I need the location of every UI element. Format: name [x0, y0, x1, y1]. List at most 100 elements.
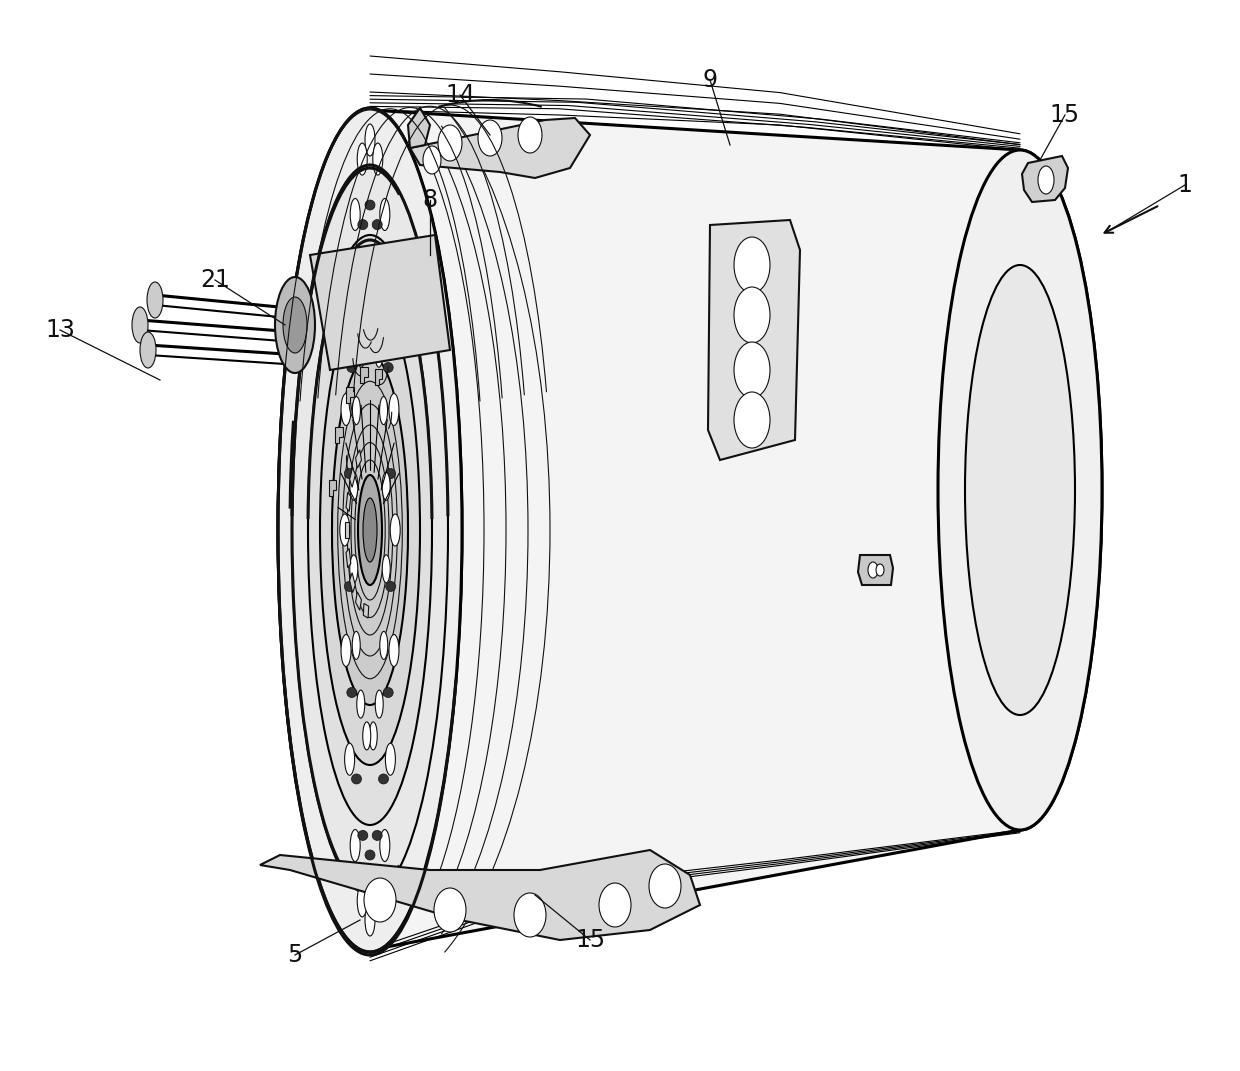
Polygon shape	[408, 108, 430, 148]
Ellipse shape	[965, 265, 1075, 715]
Ellipse shape	[332, 355, 408, 705]
Ellipse shape	[373, 144, 383, 175]
Ellipse shape	[734, 342, 770, 398]
Ellipse shape	[365, 878, 396, 922]
Ellipse shape	[341, 393, 351, 425]
Ellipse shape	[131, 307, 148, 343]
Ellipse shape	[1038, 166, 1054, 194]
Text: 14: 14	[445, 82, 475, 107]
Ellipse shape	[518, 117, 542, 153]
Polygon shape	[361, 367, 367, 383]
Polygon shape	[410, 118, 590, 178]
Polygon shape	[346, 493, 351, 512]
Polygon shape	[346, 522, 348, 538]
Ellipse shape	[291, 165, 448, 895]
Ellipse shape	[308, 235, 432, 825]
Circle shape	[386, 469, 396, 479]
Circle shape	[383, 362, 393, 373]
Circle shape	[372, 220, 382, 229]
Ellipse shape	[389, 393, 399, 425]
Polygon shape	[350, 573, 355, 592]
Ellipse shape	[379, 632, 388, 660]
Ellipse shape	[937, 150, 1102, 830]
Polygon shape	[376, 369, 382, 384]
Ellipse shape	[365, 904, 374, 936]
Ellipse shape	[363, 498, 377, 562]
Ellipse shape	[140, 332, 156, 368]
Polygon shape	[346, 387, 353, 403]
Ellipse shape	[937, 150, 1102, 830]
Ellipse shape	[370, 722, 377, 750]
Text: 1: 1	[1178, 174, 1193, 197]
Polygon shape	[356, 592, 361, 610]
Ellipse shape	[148, 282, 162, 318]
Ellipse shape	[382, 555, 391, 583]
Polygon shape	[356, 450, 361, 468]
Text: 5: 5	[288, 942, 303, 967]
Ellipse shape	[374, 340, 383, 367]
Ellipse shape	[352, 632, 360, 660]
Ellipse shape	[389, 634, 399, 666]
Ellipse shape	[734, 392, 770, 448]
Text: 15: 15	[575, 927, 605, 952]
Ellipse shape	[515, 893, 546, 937]
Ellipse shape	[734, 237, 770, 293]
Circle shape	[365, 850, 374, 860]
Ellipse shape	[341, 634, 351, 666]
Ellipse shape	[363, 310, 371, 337]
Ellipse shape	[423, 146, 441, 174]
Ellipse shape	[875, 564, 884, 576]
Polygon shape	[363, 603, 368, 618]
Text: 15: 15	[1050, 103, 1080, 127]
Circle shape	[345, 582, 355, 591]
Ellipse shape	[357, 340, 365, 367]
Circle shape	[358, 220, 368, 229]
Ellipse shape	[350, 555, 358, 583]
Ellipse shape	[382, 472, 391, 500]
Circle shape	[358, 830, 368, 841]
Ellipse shape	[386, 285, 396, 317]
Ellipse shape	[438, 125, 463, 161]
Circle shape	[378, 276, 388, 286]
Ellipse shape	[868, 562, 878, 578]
Polygon shape	[260, 850, 701, 940]
Ellipse shape	[373, 885, 383, 917]
Ellipse shape	[376, 690, 383, 718]
Text: 9: 9	[703, 67, 718, 92]
Ellipse shape	[350, 198, 360, 230]
Polygon shape	[1022, 156, 1068, 202]
Ellipse shape	[278, 108, 463, 952]
Circle shape	[383, 688, 393, 697]
Ellipse shape	[477, 120, 502, 156]
Circle shape	[347, 688, 357, 697]
Polygon shape	[329, 480, 336, 496]
Ellipse shape	[345, 285, 355, 317]
Ellipse shape	[283, 297, 308, 353]
Circle shape	[351, 276, 362, 286]
Ellipse shape	[649, 864, 681, 908]
Polygon shape	[346, 548, 351, 568]
Ellipse shape	[320, 295, 420, 765]
Circle shape	[351, 774, 362, 784]
Polygon shape	[350, 467, 355, 487]
Ellipse shape	[357, 885, 367, 917]
Polygon shape	[336, 426, 342, 442]
Ellipse shape	[352, 396, 361, 424]
Ellipse shape	[357, 690, 365, 718]
Ellipse shape	[365, 124, 374, 156]
Polygon shape	[310, 235, 450, 369]
Text: 8: 8	[423, 188, 438, 212]
Polygon shape	[708, 220, 800, 461]
Ellipse shape	[368, 310, 377, 337]
Ellipse shape	[434, 888, 466, 932]
Ellipse shape	[340, 514, 350, 546]
Ellipse shape	[379, 396, 388, 424]
Circle shape	[345, 469, 355, 479]
Text: 13: 13	[45, 318, 74, 342]
Ellipse shape	[278, 110, 463, 950]
Ellipse shape	[350, 472, 358, 500]
Ellipse shape	[599, 883, 631, 927]
Ellipse shape	[363, 722, 371, 750]
Ellipse shape	[391, 514, 401, 546]
Circle shape	[347, 362, 357, 373]
